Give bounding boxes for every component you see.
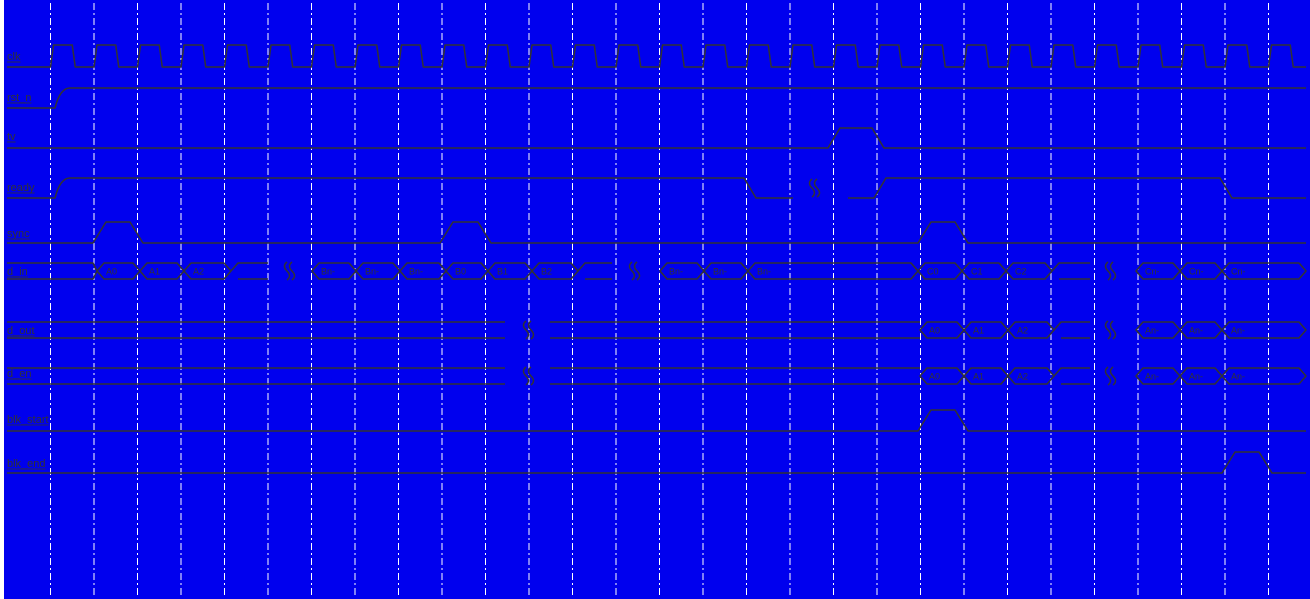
d_out-cell-label: An- bbox=[1231, 326, 1245, 336]
signal-label: blk_end bbox=[7, 458, 46, 470]
d_in-cell-label: B2 bbox=[541, 267, 552, 277]
d_en-idle bbox=[7, 367, 505, 385]
signal-label: sync bbox=[7, 228, 30, 240]
grid-lines bbox=[50, 3, 1269, 596]
tv-waveform bbox=[7, 127, 1306, 149]
time-break-mark bbox=[1104, 366, 1117, 386]
d_out-cell-label: A2 bbox=[1017, 326, 1028, 336]
d_out-idle bbox=[550, 321, 920, 339]
time-break-mark bbox=[522, 320, 535, 340]
time-break-mark bbox=[522, 366, 535, 386]
d_in-cell-label: Bn- bbox=[713, 267, 727, 277]
signal-label: d_in bbox=[7, 266, 28, 278]
d_in-cell-label: Cn- bbox=[1145, 267, 1160, 277]
time-break-mark bbox=[628, 261, 641, 281]
signal-label: d_en bbox=[7, 368, 31, 380]
d_in-cell-label: Cn- bbox=[1231, 267, 1246, 277]
blk_start-waveform bbox=[7, 409, 1306, 432]
d_en-cell-label: An- bbox=[1231, 372, 1245, 382]
time-break-mark bbox=[1104, 261, 1117, 281]
d_en-tail bbox=[1053, 367, 1090, 385]
d_in-cell-label: Bn- bbox=[669, 267, 683, 277]
signal-label: rst_n bbox=[7, 92, 31, 104]
time-break-mark bbox=[283, 261, 296, 281]
d_out-cell-label: A1 bbox=[973, 326, 984, 336]
d_in-cell-label: Bn- bbox=[757, 267, 771, 277]
signal-label: ready bbox=[7, 182, 35, 194]
d_in-cell bbox=[1221, 262, 1307, 280]
clk-waveform bbox=[7, 44, 1306, 68]
time-break-mark bbox=[1104, 320, 1117, 340]
time-break-mark bbox=[808, 178, 821, 198]
signal-label: blk_start bbox=[7, 414, 49, 426]
d_in-cell-label: C1 bbox=[971, 267, 983, 277]
ready-waveform bbox=[848, 177, 1306, 199]
sync-waveform bbox=[7, 221, 1306, 244]
d_in-cell-label: C2 bbox=[1015, 267, 1027, 277]
diagram-background bbox=[4, 0, 1310, 599]
blk_end-waveform bbox=[7, 451, 1306, 474]
d_in-tail bbox=[577, 262, 612, 280]
d_in-tail bbox=[230, 262, 268, 280]
d_in-cell-label: A2 bbox=[193, 267, 204, 277]
d_out-cell-label: A0 bbox=[929, 326, 940, 336]
d_in-cell-label: A0 bbox=[106, 267, 117, 277]
d_in-tail bbox=[1051, 262, 1090, 280]
d_en-cell-label: An- bbox=[1189, 372, 1203, 382]
d_in-cell-label: B0 bbox=[455, 267, 466, 277]
ready-waveform bbox=[7, 177, 793, 199]
d_out-cell-label: An- bbox=[1189, 326, 1203, 336]
d_in-cell-label: Bn- bbox=[365, 267, 379, 277]
d_in-cell-label: B1 bbox=[497, 267, 508, 277]
d_en-cell-label: A1 bbox=[973, 372, 984, 382]
d_in-cell-label: A1 bbox=[149, 267, 160, 277]
d_en-idle bbox=[550, 367, 920, 385]
d_in-cell-label: Cn- bbox=[1189, 267, 1204, 277]
d_in-cell-label: Bn- bbox=[409, 267, 423, 277]
d_out-tail bbox=[1053, 321, 1090, 339]
d_en-cell-label: A2 bbox=[1017, 372, 1028, 382]
signal-label: tv bbox=[7, 131, 16, 143]
signal-label: clk bbox=[7, 51, 21, 63]
d_in-cell-label: C0 bbox=[927, 267, 939, 277]
d_out-cell-label: An- bbox=[1145, 326, 1159, 336]
signal-traces: A0 A1 A2 Bn- Bn- Bn- B0 B1 B2 Bn- Bn- Bn- C0 C1 C2 Cn- C… bbox=[7, 44, 1307, 474]
d_en-cell-label: A0 bbox=[929, 372, 940, 382]
signal-labels: clk rst_ntv ready sync d_in d_out d_en blk_star… bbox=[7, 51, 49, 470]
signal-label: d_out bbox=[7, 325, 35, 337]
d_out-cell bbox=[1221, 321, 1307, 339]
rst_n-waveform bbox=[7, 87, 1306, 109]
d_in-cell-label: Bn- bbox=[321, 267, 335, 277]
d_en-cell bbox=[1221, 367, 1307, 385]
d_out-idle bbox=[7, 321, 505, 339]
d_en-cell-label: An- bbox=[1145, 372, 1159, 382]
